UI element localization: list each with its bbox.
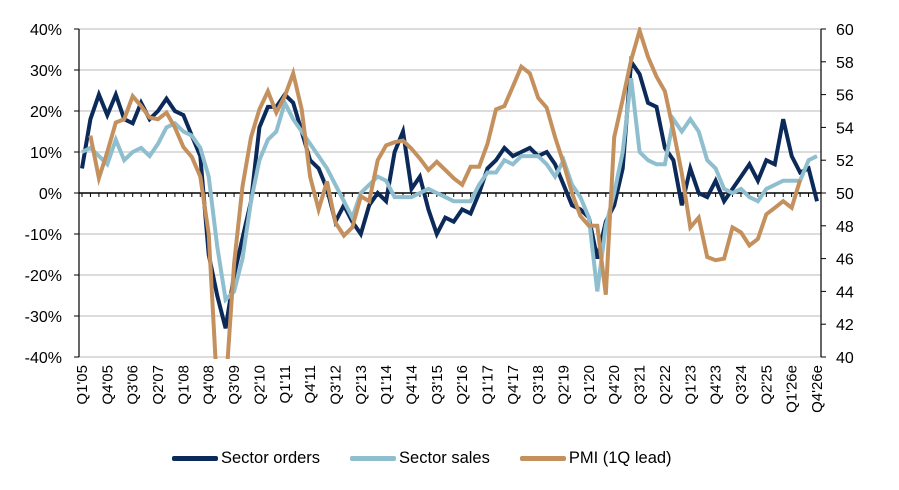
right-axis-tick-label: 60: [836, 22, 854, 39]
x-tick-label: Q4'08: [201, 365, 218, 405]
legend-swatch-sector-sales: [350, 456, 397, 461]
left-axis-tick-label: -30%: [25, 309, 62, 326]
legend-swatch-sector-orders: [172, 456, 218, 461]
legend-label: Sector sales: [399, 449, 490, 467]
left-axis-tick-label: -10%: [25, 227, 62, 244]
legend-item-pmi[interactable]: PMI (1Q lead): [519, 449, 672, 468]
right-axis-tick-label: 40: [836, 350, 854, 367]
left-axis: 40% 30% 20% 10% 0% -10% -20% -30% -40%: [25, 22, 80, 367]
x-tick-label: Q4'11: [302, 365, 319, 403]
x-tick-label: Q3'09: [226, 365, 243, 405]
right-axis-tick-label: 48: [836, 219, 854, 236]
legend-item-sector-orders[interactable]: Sector orders: [172, 449, 320, 468]
x-tick-label: Q1'20: [581, 365, 598, 405]
x-tick-label: Q4'05: [99, 365, 116, 405]
right-axis-tick-label: 56: [836, 88, 854, 105]
x-tick-label: Q4'14: [404, 365, 421, 405]
x-tick-label: Q1'17: [480, 365, 497, 405]
x-tick-label: Q2'25: [758, 365, 775, 405]
x-tick-label: Q1'14: [378, 365, 395, 405]
x-tick-label: Q2'19: [556, 365, 573, 405]
x-tick-label: Q3'24: [733, 365, 750, 405]
legend-swatch-pmi: [519, 456, 566, 461]
right-axis-tick-label: 42: [836, 317, 854, 334]
left-axis-tick-label: 20%: [30, 104, 62, 121]
x-tick-label: Q3'15: [429, 365, 446, 405]
series-layer: [80, 27, 819, 359]
chart: 40% 30% 20% 10% 0% -10% -20% -30% -40% 60 58 56 54 5…: [25, 22, 854, 413]
x-tick-label: Q2'07: [150, 365, 167, 405]
right-axis-tick-label: 50: [836, 186, 854, 203]
series-line-pmi-1q-lead: [88, 27, 803, 359]
left-axis-tick-label: 0%: [39, 186, 62, 203]
series-line-sector-sales: [81, 77, 818, 304]
legend-label: PMI (1Q lead): [568, 449, 672, 467]
right-axis-tick-label: 46: [836, 252, 854, 269]
left-axis-tick-label: -40%: [25, 350, 62, 367]
x-tick-label: Q2'13: [353, 365, 370, 405]
x-tick-label: Q2'16: [454, 365, 471, 405]
x-tick-label: Q2'22: [657, 365, 674, 405]
left-axis-tick-label: 10%: [30, 145, 62, 162]
x-tick-label: Q3'06: [125, 365, 142, 405]
x-tick-label: Q3'12: [327, 365, 344, 405]
x-tick-label: Q3'18: [530, 365, 547, 405]
x-tick-label: Q1'26e: [784, 365, 801, 413]
right-axis-tick-label: 44: [836, 284, 854, 301]
x-tick-label: Q3'21: [632, 365, 649, 405]
right-axis: 60 58 56 54 52 50 48 46 44 42 40: [820, 22, 854, 367]
x-tick-label: Q1'08: [175, 365, 192, 405]
legend-item-sector-sales[interactable]: Sector sales: [350, 449, 490, 468]
x-tick-labels: Q1'05 Q4'05 Q3'06 Q2'07 Q1'08 Q4'08 Q3'09 Q2'10…: [74, 365, 826, 413]
left-axis-tick-label: 30%: [30, 63, 62, 80]
right-axis-tick-label: 58: [836, 55, 854, 72]
left-axis-tick-label: 40%: [30, 22, 62, 39]
x-tick-label: Q4'23: [708, 365, 725, 405]
x-tick-label: Q1'11: [277, 365, 294, 403]
x-tick-label: Q2'10: [251, 365, 268, 405]
x-tick-label: Q1'05: [74, 365, 91, 405]
left-axis-tick-label: -20%: [25, 268, 62, 285]
legend: Sector orders Sector sales PMI (1Q lead): [172, 449, 702, 468]
x-tick-label: Q4'17: [505, 365, 522, 405]
x-tick-label: Q1'23: [682, 365, 699, 405]
right-axis-tick-label: 52: [836, 153, 854, 170]
right-axis-tick-label: 54: [836, 120, 854, 137]
x-tick-label: Q4'20: [606, 365, 623, 405]
legend-label: Sector orders: [221, 449, 321, 467]
x-tick-label: Q4'26e: [809, 365, 826, 413]
